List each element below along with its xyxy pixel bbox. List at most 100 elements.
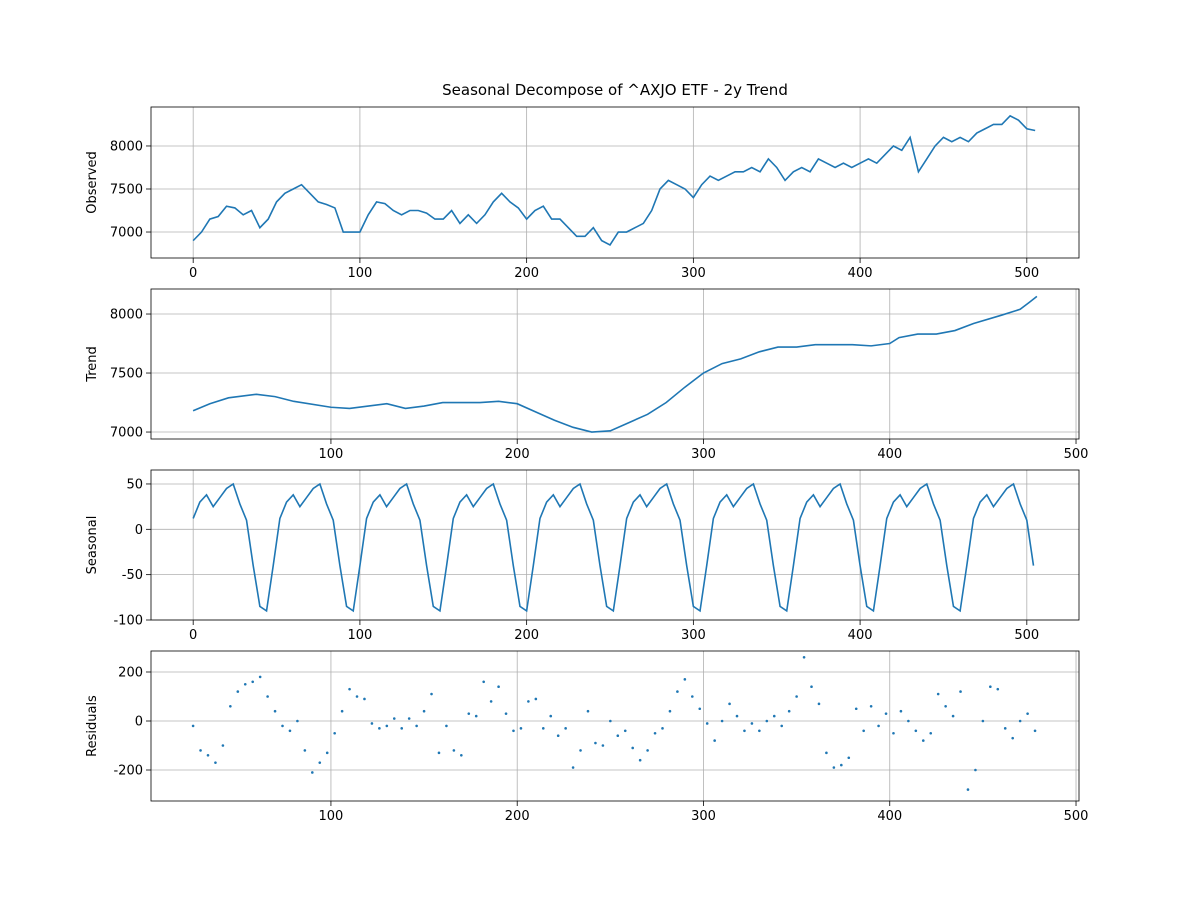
y-tick-label: 7000 <box>110 426 143 441</box>
point <box>497 685 500 688</box>
point <box>370 722 374 725</box>
point <box>571 766 575 769</box>
point <box>452 749 456 752</box>
point <box>1011 736 1014 740</box>
plot-area <box>191 655 1037 791</box>
x-tick-label: 400 <box>877 447 902 462</box>
x-tick-label: 200 <box>505 809 530 824</box>
x-tick-label: 400 <box>877 809 902 824</box>
point <box>601 744 605 747</box>
point <box>229 705 232 708</box>
x-tick-label: 300 <box>691 809 716 824</box>
point <box>668 709 672 713</box>
point <box>385 724 389 728</box>
point <box>661 727 664 730</box>
point <box>430 692 433 696</box>
point <box>415 724 418 728</box>
plot-area <box>192 482 1035 613</box>
y-tick-label: 7500 <box>110 182 143 197</box>
point <box>616 734 620 738</box>
point <box>623 729 627 733</box>
point <box>907 719 910 723</box>
point <box>325 751 329 755</box>
point <box>676 690 679 693</box>
series-line <box>192 114 1036 246</box>
point <box>594 741 597 745</box>
x-tick-label: 500 <box>1064 447 1089 462</box>
point <box>519 727 523 730</box>
y-tick-label: 8000 <box>110 139 143 154</box>
point <box>303 749 307 752</box>
point <box>355 695 359 698</box>
point <box>728 702 731 706</box>
y-tick-label: -100 <box>113 614 143 629</box>
point <box>899 709 903 713</box>
x-tick-label: 300 <box>681 628 706 643</box>
axes-frame <box>150 288 1080 440</box>
point <box>504 712 508 715</box>
point <box>691 695 694 698</box>
point <box>400 727 404 730</box>
point <box>892 731 895 735</box>
point <box>489 700 493 703</box>
y-tick-label: 8000 <box>110 308 143 323</box>
point <box>959 690 962 693</box>
point <box>437 751 441 755</box>
point <box>296 719 299 723</box>
axes-frame <box>150 106 1080 259</box>
x-tick-label: 200 <box>514 628 539 643</box>
point <box>243 682 247 686</box>
point <box>877 724 880 728</box>
point <box>288 729 292 733</box>
point <box>981 719 985 723</box>
point <box>556 734 560 738</box>
point <box>631 746 634 750</box>
point <box>1018 719 1022 723</box>
point <box>653 731 657 735</box>
x-tick-label: 400 <box>848 628 873 643</box>
point <box>840 763 843 767</box>
x-tick-label: 0 <box>189 628 197 643</box>
point <box>780 724 784 728</box>
point <box>564 727 567 730</box>
point <box>1033 729 1037 733</box>
point <box>996 687 1000 691</box>
series-line <box>192 482 1035 613</box>
point <box>795 695 798 698</box>
y-axis-label: Trend <box>85 346 100 383</box>
point <box>318 761 322 764</box>
series-line <box>192 295 1038 433</box>
y-tick-label: 0 <box>135 523 143 538</box>
y-tick-label: -50 <box>122 568 143 583</box>
point <box>825 751 828 755</box>
subplot: 0 100 200 300 400 500 -100 -50 0 50 Seasonal <box>85 469 1080 643</box>
point <box>609 719 612 723</box>
point <box>199 749 202 752</box>
point <box>951 714 955 718</box>
x-tick-label: 500 <box>1064 809 1089 824</box>
point <box>467 712 471 715</box>
point <box>266 695 269 698</box>
point <box>214 761 217 764</box>
point <box>541 727 545 730</box>
point <box>340 709 344 713</box>
point <box>1003 727 1007 730</box>
subplot: 0 100 200 300 400 500 7000 7500 8000 Observed <box>85 106 1080 281</box>
point <box>713 739 716 742</box>
point <box>527 700 530 703</box>
point <box>765 719 769 723</box>
x-tick-label: 500 <box>1014 266 1039 281</box>
point <box>914 729 918 733</box>
point <box>281 724 284 728</box>
point <box>579 749 582 752</box>
x-tick-label: 100 <box>319 809 344 824</box>
point <box>683 678 687 681</box>
point <box>460 754 463 757</box>
point <box>921 739 925 742</box>
point <box>311 771 314 774</box>
point <box>258 675 262 679</box>
point <box>534 697 538 701</box>
point <box>549 714 553 718</box>
point <box>750 722 754 725</box>
